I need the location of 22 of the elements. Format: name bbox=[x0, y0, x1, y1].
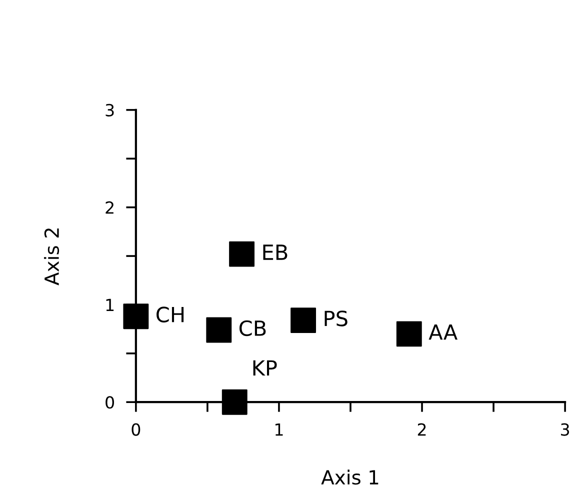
annotation: AA bbox=[428, 324, 458, 340]
x-tick-label: 0 bbox=[132, 423, 140, 436]
y-tick-label: 3 bbox=[106, 104, 114, 117]
annotation: CB bbox=[240, 320, 266, 336]
y-tick-label: 1 bbox=[106, 298, 114, 312]
point bbox=[206, 317, 232, 343]
y-tick-label: 0 bbox=[106, 396, 114, 409]
y-axis-title: Axis 2 bbox=[44, 228, 60, 286]
x-tick-label: 2 bbox=[418, 423, 426, 436]
point bbox=[229, 241, 255, 267]
point bbox=[290, 308, 316, 334]
point bbox=[396, 321, 422, 347]
annotation: PS bbox=[324, 310, 348, 326]
y-tick-label: 2 bbox=[106, 201, 114, 214]
annotation: CH bbox=[156, 306, 184, 322]
point bbox=[123, 304, 149, 330]
annotation: EB bbox=[263, 244, 288, 260]
x-tick-label: 1 bbox=[276, 423, 283, 436]
annotation: KP bbox=[253, 360, 277, 376]
point bbox=[222, 389, 248, 415]
x-tick-label: 3 bbox=[561, 423, 570, 436]
x-axis-title: Axis 1 bbox=[321, 470, 378, 485]
